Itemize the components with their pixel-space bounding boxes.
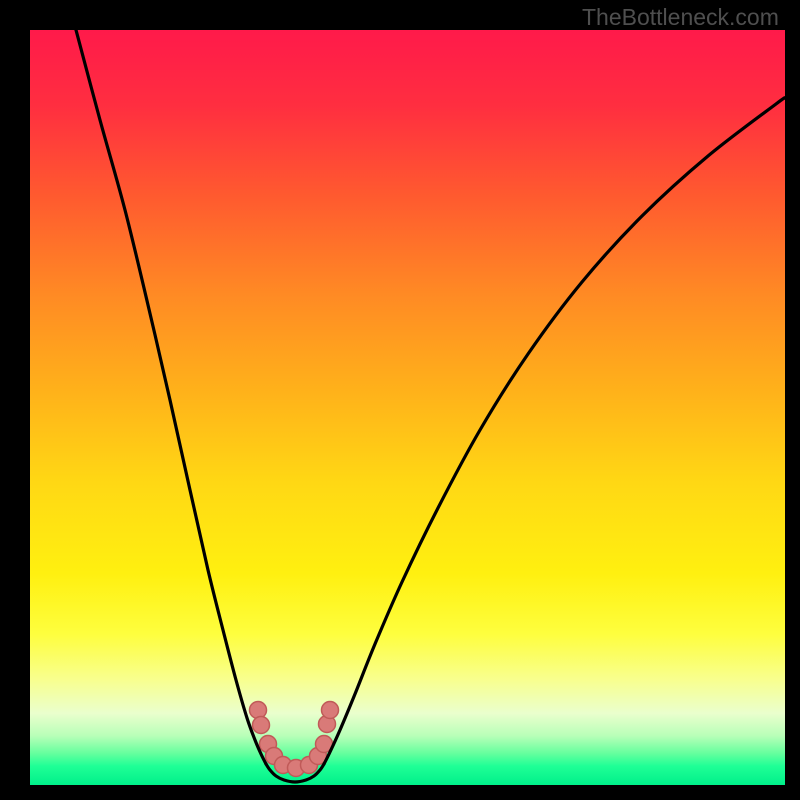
gradient-background — [30, 30, 785, 785]
chart-svg — [30, 30, 785, 785]
curve-marker — [250, 702, 267, 719]
chart-plot-area — [30, 30, 785, 785]
curve-marker — [253, 717, 270, 734]
watermark-text: TheBottleneck.com — [582, 4, 779, 31]
curve-marker — [322, 702, 339, 719]
